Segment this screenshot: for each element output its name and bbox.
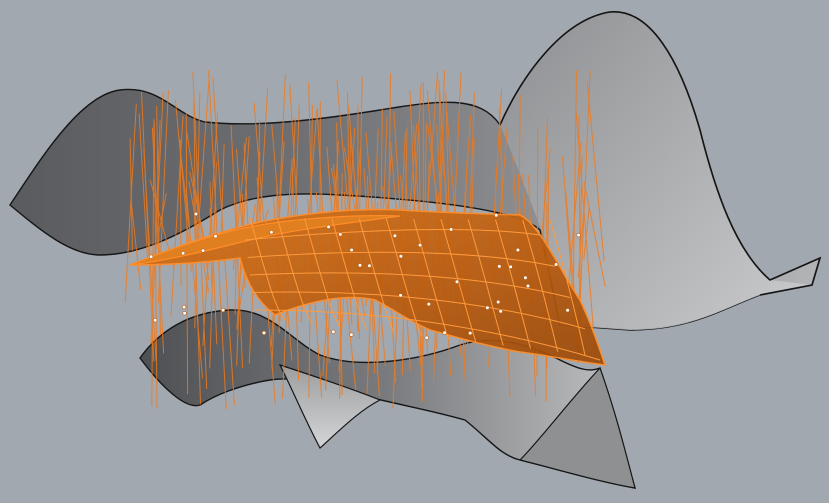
control-point[interactable] xyxy=(565,308,570,313)
isocurve xyxy=(276,218,313,324)
upper-surface-light-face xyxy=(500,11,812,331)
control-point[interactable] xyxy=(193,211,199,217)
projection-line xyxy=(138,113,149,261)
projection-line xyxy=(575,112,596,357)
isocurve xyxy=(331,218,368,330)
projection-line xyxy=(156,105,161,336)
projection-line xyxy=(188,180,210,293)
control-point[interactable] xyxy=(269,230,274,235)
control-point[interactable] xyxy=(261,330,267,336)
control-point[interactable] xyxy=(454,279,460,284)
isocurve xyxy=(244,229,541,241)
projection-line xyxy=(202,112,219,347)
control-point[interactable] xyxy=(426,302,431,307)
isocurve xyxy=(249,272,571,298)
control-point[interactable] xyxy=(497,264,502,269)
projection-line xyxy=(572,70,577,301)
control-point[interactable] xyxy=(398,254,404,259)
projection-line xyxy=(131,206,142,290)
control-point[interactable] xyxy=(576,233,581,238)
projected-patch-fill xyxy=(129,208,607,366)
projection-line xyxy=(586,81,605,262)
control-point[interactable] xyxy=(515,247,521,253)
control-point[interactable] xyxy=(349,247,354,253)
projection-line xyxy=(583,181,606,287)
projection-line xyxy=(185,188,203,379)
projection-line xyxy=(192,71,208,390)
projection-line xyxy=(124,104,137,303)
control-point[interactable] xyxy=(468,331,473,336)
isocurve xyxy=(249,217,286,321)
control-point[interactable] xyxy=(153,318,158,323)
control-point[interactable] xyxy=(331,329,336,334)
control-points xyxy=(149,211,581,340)
isocurve xyxy=(252,291,586,330)
control-point[interactable] xyxy=(508,264,513,270)
projected-patch[interactable] xyxy=(129,208,607,366)
control-point[interactable] xyxy=(181,251,186,256)
isocurve xyxy=(522,219,559,352)
upper-surface[interactable] xyxy=(9,11,822,331)
control-point[interactable] xyxy=(357,263,363,268)
control-point[interactable] xyxy=(498,309,503,314)
control-point[interactable] xyxy=(221,308,226,313)
control-point[interactable] xyxy=(485,305,490,310)
control-point[interactable] xyxy=(338,232,343,237)
projection-line xyxy=(150,92,164,345)
control-point[interactable] xyxy=(424,335,429,340)
control-point[interactable] xyxy=(182,305,187,310)
upper-surface-edge xyxy=(499,11,822,296)
control-point[interactable] xyxy=(525,283,531,289)
lower-surface-front-fold xyxy=(278,363,382,449)
isocurve xyxy=(247,251,556,267)
projection-line xyxy=(157,90,169,303)
patch-isocurves xyxy=(244,217,601,361)
control-point[interactable] xyxy=(213,234,218,239)
control-point[interactable] xyxy=(523,275,528,280)
projection-line xyxy=(583,207,590,260)
control-point[interactable] xyxy=(449,227,454,232)
control-point[interactable] xyxy=(326,224,331,229)
projection-line xyxy=(194,93,201,329)
isocurve xyxy=(254,309,601,361)
projection-line xyxy=(192,171,201,405)
lower-surface[interactable] xyxy=(139,309,636,489)
control-point[interactable] xyxy=(496,299,501,305)
control-point[interactable] xyxy=(398,293,403,298)
isocurve xyxy=(495,219,531,349)
isocurve xyxy=(413,218,450,340)
control-point[interactable] xyxy=(367,263,372,268)
control-point[interactable] xyxy=(182,311,187,316)
isocurve xyxy=(549,219,586,356)
control-point[interactable] xyxy=(349,332,354,337)
control-point[interactable] xyxy=(418,243,423,248)
projection-line xyxy=(209,181,218,345)
isocurve xyxy=(440,219,477,343)
control-point[interactable] xyxy=(149,254,154,259)
control-point[interactable] xyxy=(392,233,398,238)
control-point[interactable] xyxy=(442,330,447,335)
lower-surface-right-fold xyxy=(518,366,636,489)
control-point[interactable] xyxy=(553,262,559,267)
projected-patch-upper-sliver xyxy=(129,215,401,266)
projection-line xyxy=(143,148,157,362)
control-point[interactable] xyxy=(201,248,206,253)
control-point[interactable] xyxy=(494,213,499,218)
isocurve xyxy=(385,218,422,337)
projection-line xyxy=(170,115,184,317)
isocurve xyxy=(467,219,504,346)
isocurve xyxy=(358,218,395,333)
projection-line xyxy=(196,75,210,254)
